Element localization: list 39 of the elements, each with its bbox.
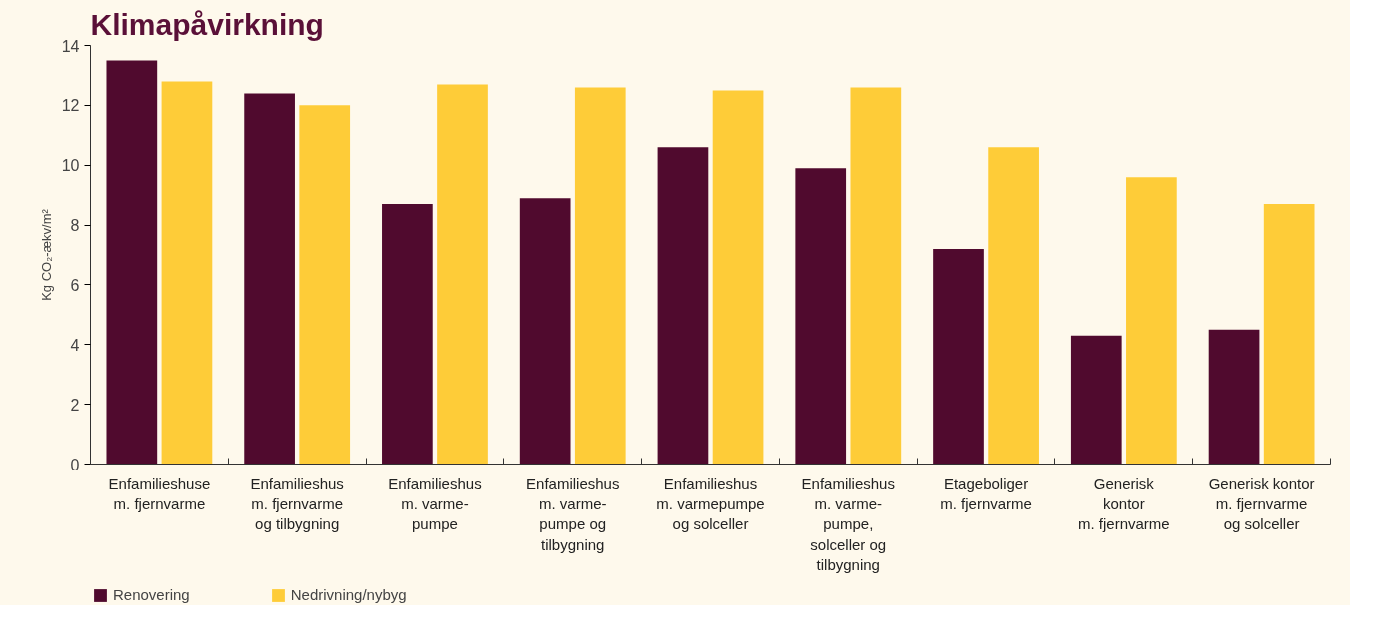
x-tick-label: Enfamilieshuse m. fjernvarme xyxy=(108,474,211,512)
y-tick-label: 14 xyxy=(61,37,80,55)
bar xyxy=(1208,329,1260,465)
bar xyxy=(988,147,1039,465)
bar xyxy=(1126,177,1177,465)
x-tick-label: Enfamilieshus m. varmepumpe og solceller xyxy=(656,474,765,533)
bar xyxy=(574,87,626,465)
bar xyxy=(1070,335,1122,465)
bar xyxy=(161,81,213,465)
legend-label: Nedrivning/nybyg xyxy=(290,586,407,603)
bar xyxy=(1263,204,1315,465)
y-tick-label: 4 xyxy=(70,336,80,354)
y-tick-label: 10 xyxy=(61,157,80,175)
x-tick-label: Generisk kontor m. fjernvarme xyxy=(1077,474,1170,533)
bar xyxy=(712,90,764,465)
x-tick-label: Enfamilieshus m. varme- pumpe og tilbygning xyxy=(526,474,620,553)
y-axis-title: Kg CO₂-ækv/m² xyxy=(38,208,54,301)
y-tick-label: 12 xyxy=(61,97,80,115)
bar xyxy=(657,147,709,465)
bar xyxy=(795,168,847,465)
bar xyxy=(933,249,984,465)
chart-title: Klimapåvirkning xyxy=(90,7,324,41)
x-tick-label: Etageboliger m. fjernvarme xyxy=(940,474,1032,512)
bar xyxy=(106,60,158,465)
bar xyxy=(850,87,902,465)
bar xyxy=(299,105,351,465)
x-tick-label: Enfamilieshus m. varme- pumpe, solceller og tilbygning xyxy=(801,474,895,574)
bar xyxy=(437,84,488,465)
y-tick-label: 8 xyxy=(70,217,80,235)
bar xyxy=(244,93,295,465)
x-tick-label: Enfamilieshus m. varme- pumpe xyxy=(388,474,482,533)
bar xyxy=(382,204,433,465)
bar xyxy=(519,198,571,465)
y-tick-label: 0 xyxy=(70,456,80,474)
x-tick-label: Generisk kontor m. fjernvarme og solceller xyxy=(1208,474,1315,533)
y-tick-label: 6 xyxy=(70,276,80,294)
legend-label: Renovering xyxy=(113,586,190,603)
x-tick-label: Enfamilieshus m. fjernvarme og tilbygning xyxy=(250,474,344,533)
y-tick-label: 2 xyxy=(70,396,80,414)
